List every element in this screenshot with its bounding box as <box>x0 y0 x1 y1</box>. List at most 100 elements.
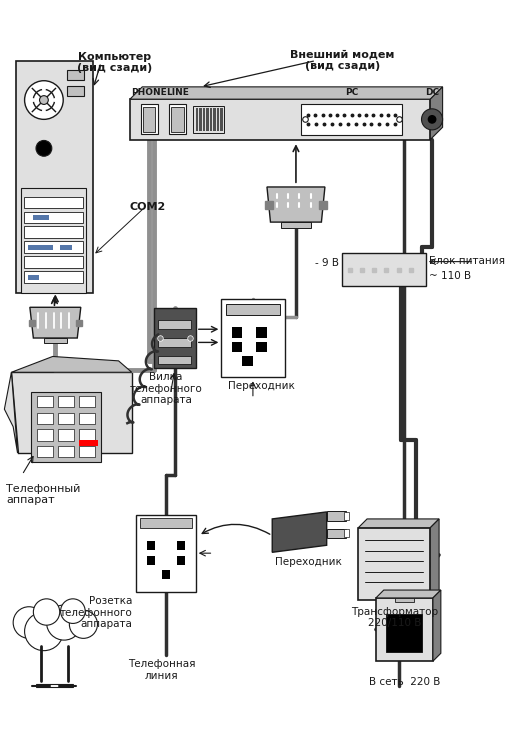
Bar <box>28 245 53 250</box>
Polygon shape <box>272 512 326 552</box>
Text: ~ 110 В: ~ 110 В <box>429 271 471 281</box>
Text: PHONE: PHONE <box>131 87 167 97</box>
Text: Блок питания: Блок питания <box>429 256 504 266</box>
Bar <box>79 396 94 407</box>
Bar <box>213 108 215 131</box>
Text: COM2: COM2 <box>130 202 166 212</box>
Bar <box>326 528 345 538</box>
Circle shape <box>25 81 63 120</box>
Bar <box>217 108 219 131</box>
Text: LINE: LINE <box>166 87 188 97</box>
Bar <box>33 215 49 220</box>
Bar <box>67 86 84 95</box>
Circle shape <box>33 599 60 625</box>
Bar <box>58 429 74 440</box>
Bar <box>24 241 83 252</box>
Circle shape <box>39 95 48 104</box>
Bar <box>206 108 208 131</box>
Text: Переходник: Переходник <box>228 381 294 391</box>
Polygon shape <box>5 372 18 453</box>
Text: Телефонная
линия: Телефонная линия <box>128 659 195 681</box>
Bar <box>386 614 422 653</box>
Circle shape <box>69 610 97 639</box>
Text: Компьютер
(вид сзади): Компьютер (вид сзади) <box>76 51 152 73</box>
Bar <box>158 338 191 346</box>
Text: В сеть  220 В: В сеть 220 В <box>368 677 439 687</box>
Bar <box>326 511 345 520</box>
Bar <box>193 106 224 133</box>
Bar <box>171 107 183 131</box>
Bar <box>242 355 252 366</box>
Bar <box>58 446 74 457</box>
Bar <box>168 104 186 134</box>
Bar <box>24 227 83 238</box>
Bar <box>394 598 413 603</box>
Bar <box>139 518 192 528</box>
Polygon shape <box>375 590 440 598</box>
Bar <box>58 413 74 424</box>
Bar <box>158 355 191 364</box>
Bar <box>343 529 348 537</box>
Bar <box>79 446 94 457</box>
Circle shape <box>427 115 436 124</box>
Bar <box>210 108 212 131</box>
Bar <box>154 308 195 368</box>
Bar <box>140 104 158 134</box>
Text: Розетка
телефонного
аппарата: Розетка телефонного аппарата <box>60 596 132 629</box>
Bar <box>136 515 195 592</box>
Bar <box>67 70 84 80</box>
Bar <box>199 108 201 131</box>
Text: Внешний модем
(вид сзади): Внешний модем (вид сзади) <box>290 49 394 70</box>
Bar <box>176 541 185 550</box>
Bar <box>79 440 98 446</box>
Circle shape <box>46 605 81 640</box>
Bar <box>143 107 155 131</box>
Bar <box>37 446 53 457</box>
Text: Переходник: Переходник <box>274 556 341 567</box>
Text: Вилка
телефонного
аппарата: Вилка телефонного аппарата <box>129 372 202 405</box>
Bar <box>158 321 191 330</box>
Bar <box>161 570 170 578</box>
Circle shape <box>36 140 52 156</box>
Bar <box>16 60 93 294</box>
Bar <box>28 275 38 280</box>
Bar <box>60 245 72 250</box>
Bar <box>58 396 74 407</box>
Bar <box>221 299 284 377</box>
Bar <box>256 341 267 352</box>
Circle shape <box>421 109 442 130</box>
Bar <box>176 556 185 564</box>
Text: Трансформатор
220/110 В: Трансформатор 220/110 В <box>350 607 437 628</box>
Bar <box>231 341 242 352</box>
Bar <box>220 108 222 131</box>
Circle shape <box>13 607 45 639</box>
Bar <box>31 391 101 462</box>
Text: PC: PC <box>344 87 358 97</box>
Bar <box>24 256 83 268</box>
Bar <box>79 413 94 424</box>
Bar <box>24 272 83 283</box>
Text: DC: DC <box>424 87 438 97</box>
Bar <box>358 528 429 600</box>
Text: Телефонный
аппарат: Телефонный аппарат <box>6 484 80 506</box>
Polygon shape <box>358 519 438 528</box>
Bar <box>21 188 86 294</box>
Polygon shape <box>30 308 81 338</box>
Bar <box>375 598 432 661</box>
Bar <box>44 338 67 344</box>
Polygon shape <box>267 187 324 222</box>
Circle shape <box>25 612 63 650</box>
Bar <box>146 556 155 564</box>
Bar <box>37 429 53 440</box>
Bar <box>280 222 310 228</box>
Polygon shape <box>12 372 131 453</box>
Bar <box>79 429 94 440</box>
Polygon shape <box>432 590 440 661</box>
Bar <box>300 103 401 135</box>
Circle shape <box>61 599 85 623</box>
Bar <box>342 252 425 286</box>
Bar <box>256 327 267 338</box>
Bar <box>24 197 83 208</box>
Polygon shape <box>130 87 442 99</box>
Text: - 9 В: - 9 В <box>314 258 338 268</box>
